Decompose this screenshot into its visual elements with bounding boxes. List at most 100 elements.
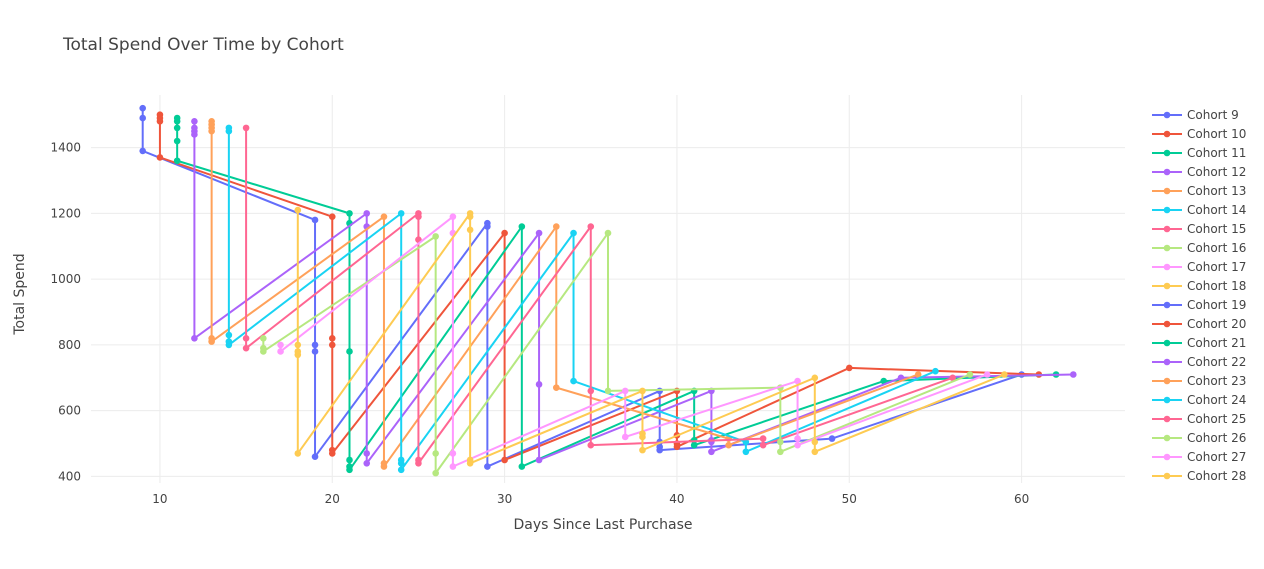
data-point[interactable]: [466, 213, 474, 220]
data-point[interactable]: [466, 459, 474, 467]
data-point[interactable]: [242, 344, 250, 352]
data-point[interactable]: [725, 441, 732, 449]
legend-item[interactable]: Cohort 17: [1152, 260, 1246, 274]
data-point[interactable]: [690, 441, 698, 449]
data-point[interactable]: [311, 348, 319, 355]
data-point[interactable]: [587, 223, 595, 230]
data-point[interactable]: [604, 387, 612, 395]
data-point[interactable]: [639, 446, 646, 454]
legend-item[interactable]: Cohort 10: [1152, 127, 1246, 141]
data-point[interactable]: [535, 456, 543, 464]
data-point[interactable]: [673, 443, 681, 451]
data-point[interactable]: [759, 441, 767, 449]
data-point[interactable]: [208, 127, 215, 135]
data-point[interactable]: [191, 118, 198, 125]
data-point[interactable]: [708, 448, 715, 456]
data-point[interactable]: [415, 459, 422, 467]
data-point[interactable]: [656, 446, 663, 454]
data-point[interactable]: [484, 463, 491, 470]
data-point[interactable]: [311, 216, 319, 224]
data-point[interactable]: [501, 456, 508, 464]
legend-item[interactable]: Cohort 14: [1152, 203, 1246, 217]
data-point[interactable]: [845, 364, 853, 372]
data-point[interactable]: [811, 448, 819, 456]
data-point[interactable]: [432, 233, 439, 240]
legend-item[interactable]: Cohort 28: [1152, 469, 1246, 483]
data-point[interactable]: [397, 210, 405, 217]
data-point[interactable]: [484, 223, 491, 230]
legend-item[interactable]: Cohort 26: [1152, 431, 1246, 445]
data-point[interactable]: [777, 438, 784, 446]
data-point[interactable]: [501, 229, 508, 237]
data-point[interactable]: [587, 387, 595, 395]
legend-item[interactable]: Cohort 12: [1152, 165, 1246, 179]
data-point[interactable]: [432, 450, 439, 457]
data-point[interactable]: [173, 157, 181, 165]
data-point[interactable]: [294, 206, 302, 214]
legend-item[interactable]: Cohort 9: [1152, 108, 1239, 122]
legend-item[interactable]: Cohort 20: [1152, 317, 1246, 331]
data-point[interactable]: [397, 466, 405, 474]
data-point[interactable]: [449, 463, 457, 470]
data-point[interactable]: [139, 114, 146, 122]
data-point[interactable]: [346, 210, 353, 217]
data-point[interactable]: [294, 341, 302, 349]
data-point[interactable]: [932, 367, 939, 375]
data-point[interactable]: [535, 229, 543, 237]
data-point[interactable]: [328, 341, 336, 349]
data-point[interactable]: [156, 154, 164, 161]
legend-item[interactable]: Cohort 22: [1152, 355, 1246, 369]
legend[interactable]: Cohort 9 Cohort 10 Cohort 11 Cohort 12 Cohor…: [1152, 108, 1246, 483]
data-point[interactable]: [260, 335, 267, 342]
data-point[interactable]: [828, 435, 836, 442]
data-point[interactable]: [208, 338, 215, 345]
legend-item[interactable]: Cohort 25: [1152, 412, 1246, 426]
data-point[interactable]: [1070, 371, 1077, 378]
data-point[interactable]: [966, 371, 974, 378]
data-point[interactable]: [794, 441, 801, 449]
data-point[interactable]: [777, 448, 784, 456]
data-point[interactable]: [811, 374, 819, 382]
data-point[interactable]: [570, 229, 577, 237]
data-point[interactable]: [794, 377, 801, 385]
legend-item[interactable]: Cohort 23: [1152, 374, 1246, 388]
data-point[interactable]: [225, 127, 233, 135]
data-point[interactable]: [191, 335, 198, 342]
data-point[interactable]: [328, 450, 336, 457]
data-point[interactable]: [604, 229, 612, 237]
data-point[interactable]: [173, 124, 181, 132]
data-point[interactable]: [139, 104, 146, 112]
data-point[interactable]: [191, 131, 198, 138]
data-point[interactable]: [553, 384, 560, 391]
data-point[interactable]: [639, 387, 646, 395]
legend-item[interactable]: Cohort 21: [1152, 336, 1246, 350]
data-point[interactable]: [811, 438, 819, 446]
data-point[interactable]: [449, 450, 457, 457]
data-point[interactable]: [363, 459, 371, 467]
legend-item[interactable]: Cohort 11: [1152, 146, 1246, 160]
data-point[interactable]: [415, 213, 422, 220]
data-point[interactable]: [432, 469, 439, 477]
data-point[interactable]: [363, 210, 371, 217]
data-point[interactable]: [914, 371, 922, 378]
legend-item[interactable]: Cohort 19: [1152, 298, 1246, 312]
legend-item[interactable]: Cohort 18: [1152, 279, 1246, 293]
data-point[interactable]: [949, 374, 956, 382]
legend-item[interactable]: Cohort 13: [1152, 184, 1246, 198]
data-point[interactable]: [553, 223, 560, 230]
data-point[interactable]: [311, 453, 319, 460]
data-point[interactable]: [742, 448, 750, 456]
data-point[interactable]: [225, 341, 233, 349]
data-point[interactable]: [173, 118, 181, 125]
legend-item[interactable]: Cohort 16: [1152, 241, 1246, 255]
data-point[interactable]: [639, 433, 646, 441]
data-point[interactable]: [242, 124, 250, 132]
data-point[interactable]: [397, 459, 405, 467]
data-point[interactable]: [570, 377, 577, 385]
data-point[interactable]: [794, 435, 801, 442]
legend-item[interactable]: Cohort 27: [1152, 450, 1246, 464]
data-point[interactable]: [328, 213, 336, 220]
data-point[interactable]: [328, 335, 336, 342]
data-point[interactable]: [225, 331, 233, 339]
data-point[interactable]: [294, 450, 302, 457]
